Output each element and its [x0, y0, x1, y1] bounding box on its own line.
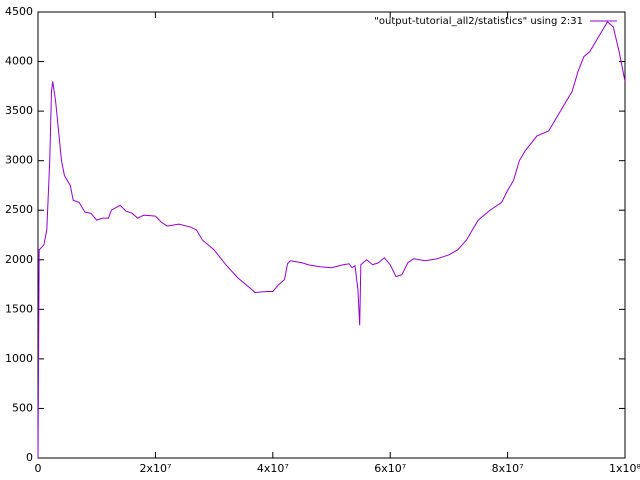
y-tick-label: 500	[12, 401, 33, 414]
y-tick-label: 1500	[5, 302, 33, 315]
plot-border	[37, 11, 626, 459]
x-tick-label: 6x10⁷	[374, 462, 406, 475]
y-tick-label: 2500	[5, 203, 33, 216]
y-tick-label: 3000	[5, 154, 33, 167]
data-line	[37, 21, 626, 459]
y-tick-label: 4500	[5, 5, 33, 18]
y-tick-label: 1000	[5, 352, 33, 365]
y-tick-label: 0	[26, 451, 33, 464]
y-tick-label: 4000	[5, 55, 33, 68]
x-tick-label: 2x10⁷	[139, 462, 171, 475]
legend-label: "output-tutorial_all2/statistics" using …	[374, 16, 583, 27]
x-tick-label: 0	[35, 462, 42, 475]
x-tick-label: 1x10⁸	[609, 462, 640, 475]
y-tick-label: 2000	[5, 253, 33, 266]
y-tick-label: 3500	[5, 104, 33, 117]
x-tick-label: 8x10⁷	[492, 462, 524, 475]
x-tick-label: 4x10⁷	[257, 462, 289, 475]
